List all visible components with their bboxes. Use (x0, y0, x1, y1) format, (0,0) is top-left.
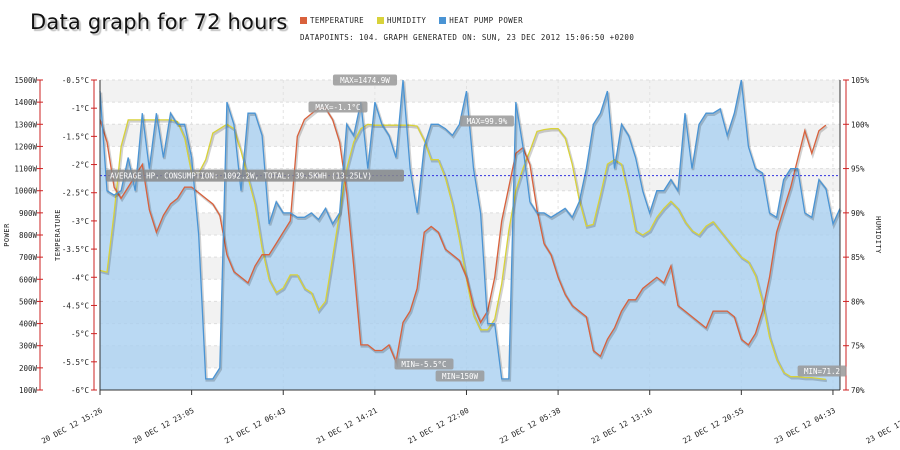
temperature-tick-label: -0.5°C (62, 76, 89, 85)
power-tick-label: 1200W (14, 142, 37, 151)
temperature-tick-label: -1°C (71, 104, 89, 113)
grid-band (100, 80, 840, 103)
power-tick-label: 600W (19, 275, 38, 284)
power-tick-label: 200W (19, 364, 38, 373)
humidity-line (99, 119, 826, 381)
humidity-tick-label: 70% (851, 386, 865, 395)
legend-swatch-temperature (300, 17, 307, 24)
average-label-box (106, 169, 404, 182)
power-tick-label: 1000W (14, 187, 37, 196)
temperature-tick-label: -5.5°C (62, 358, 89, 367)
temperature-tick-label: -3°C (71, 217, 89, 226)
x-tick-label: 23 DEC 12 12:11 (864, 406, 900, 446)
x-tick-label: 21 DEC 12 14:21 (315, 406, 379, 446)
temperature-tick-label: -6°C (71, 386, 89, 395)
humidity-tick-label: 105% (851, 76, 870, 85)
humidity-axis-title: HUMIDITY (874, 216, 882, 254)
humidity-tick-label: 75% (851, 342, 865, 351)
power-tick-label: 400W (19, 320, 38, 329)
temperature-tick-label: -4°C (71, 273, 89, 282)
power-tick-label: 900W (19, 209, 38, 218)
temperature-tick-label: -4.5°C (62, 301, 89, 310)
power-area (100, 80, 840, 390)
temperature-max-label: MAX=-1.1°C (315, 103, 360, 112)
temperature-tick-label: -3.5°C (62, 245, 89, 254)
power-tick-label: 300W (19, 342, 38, 351)
humidity-max-label: MAX=99.9% (467, 117, 508, 126)
temperature-min-label-box (394, 358, 454, 370)
humidity-tick-label: 90% (851, 209, 865, 218)
x-tick-label: 21 DEC 12 22:00 (406, 406, 470, 446)
legend-item-power: HEAT PUMP POWER (439, 16, 523, 25)
legend-label-power: HEAT PUMP POWER (449, 16, 523, 25)
legend-item-humidity: HUMIDITY (377, 16, 426, 25)
temperature-axis-title: TEMPERATURE (54, 209, 62, 261)
humidity-tick-label: 80% (851, 297, 865, 306)
power-tick-label: 1300W (14, 120, 37, 129)
temperature-tick-label: -2.5°C (62, 189, 89, 198)
power-tick-label: 500W (19, 297, 38, 306)
humidity-tick-label: 95% (851, 165, 865, 174)
power-line-shadow (99, 81, 843, 382)
average-label: AVERAGE HP. CONSUMPTION: 1092.2W, TOTAL:… (110, 172, 372, 181)
power-tick-label: 800W (19, 231, 38, 240)
power-max-label: MAX=1474.9W (340, 76, 390, 85)
legend-item-temperature: TEMPERATURE (300, 16, 364, 25)
temperature-tick-label: -5°C (71, 330, 89, 339)
power-axis-title: POWER (3, 223, 11, 247)
legend-label-humidity: HUMIDITY (387, 16, 427, 25)
humidity-min-label: MIN=71.2 (804, 367, 840, 376)
temperature-tick-label: -2°C (71, 161, 89, 170)
temperature-max-label-box (308, 101, 368, 113)
power-tick-label: 1100W (14, 165, 37, 174)
humidity-min-label-box (797, 365, 847, 377)
legend-swatch-power (439, 17, 447, 24)
power-line (99, 79, 841, 380)
temperature-line (99, 107, 827, 365)
power-max-label-box (332, 74, 398, 86)
power-min-label: MIN=150W (442, 372, 479, 381)
power-tick-label: 100W (19, 386, 38, 395)
x-tick-label: 21 DEC 12 06:43 (223, 406, 287, 446)
temperature-tick-label: -1.5°C (62, 132, 89, 141)
legend-swatch-humidity (377, 17, 384, 24)
power-min-label-box (435, 370, 485, 382)
humidity-tick-label: 100% (851, 120, 870, 129)
x-tick-label: 22 DEC 12 13:16 (590, 406, 654, 446)
temperature-min-label: MIN=-5.5°C (401, 360, 446, 369)
x-tick-label: 22 DEC 12 20:55 (681, 406, 745, 446)
power-tick-label: 1500W (14, 76, 37, 85)
humidity-line-shadow (100, 120, 828, 383)
x-tick-label: 20 DEC 12 23:05 (132, 406, 196, 446)
x-tick-label: 23 DEC 12 04:33 (773, 406, 837, 446)
chart-title: Data graph for 72 hours (30, 10, 288, 34)
x-tick-label: 20 DEC 12 15:26 (40, 406, 104, 446)
x-tick-label: 22 DEC 12 05:38 (498, 406, 562, 446)
legend: TEMPERATURE HUMIDITY HEAT PUMP POWER (300, 16, 531, 26)
power-tick-label: 1400W (14, 98, 37, 107)
legend-label-temperature: TEMPERATURE (310, 16, 365, 25)
humidity-tick-label: 85% (851, 253, 865, 262)
humidity-max-label-box (460, 115, 514, 127)
chart-subtitle: DATAPOINTS: 104. GRAPH GENERATED ON: SUN… (300, 33, 635, 42)
power-tick-label: 700W (19, 253, 38, 262)
